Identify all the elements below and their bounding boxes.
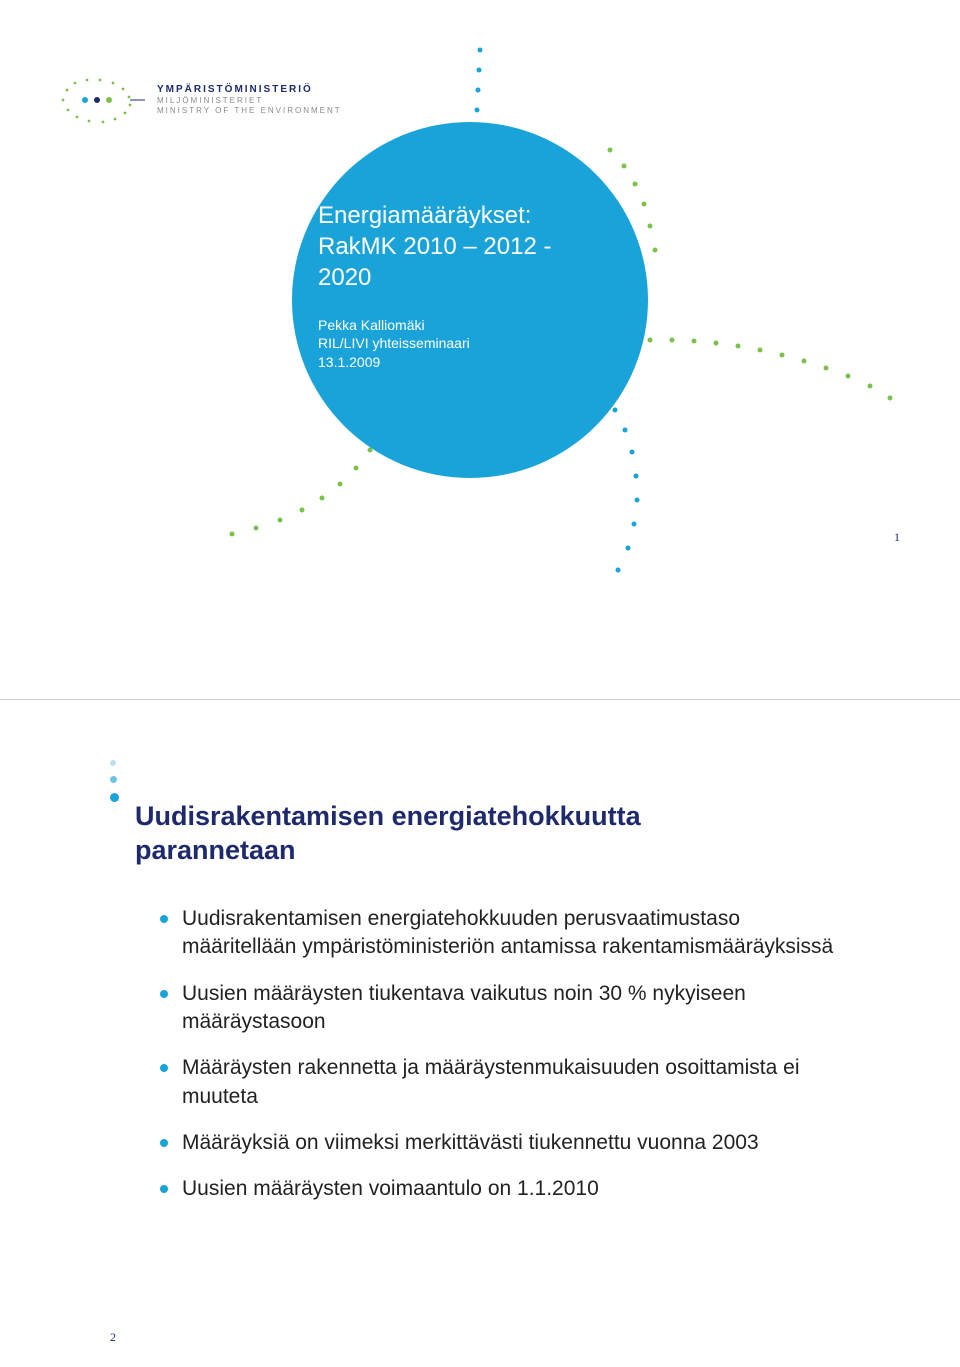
- list-item: Määräyksiä on viimeksi merkittävästi tiu…: [160, 1129, 860, 1157]
- sub-line-1: Pekka Kalliomäki: [318, 317, 425, 333]
- title-line-3: 2020: [318, 264, 371, 291]
- list-item: Uusien määräysten tiukentava vaikutus no…: [160, 980, 860, 1037]
- list-item-text: Määräysten rakennetta ja määräystenmukai…: [182, 1056, 800, 1107]
- list-item-text: Uudisrakentamisen energiatehokkuuden per…: [182, 907, 833, 958]
- slide2-title-line-1: Uudisrakentamisen energiatehokkuutta: [135, 801, 641, 831]
- slide1-title-block: Energiamääräykset: RakMK 2010 – 2012 - 2…: [318, 200, 551, 372]
- sub-line-2: RIL/LIVI yhteisseminaari: [318, 335, 470, 351]
- list-item-text: Uusien määräysten tiukentava vaikutus no…: [182, 982, 746, 1033]
- slide1-subtitle: Pekka Kalliomäki RIL/LIVI yhteisseminaar…: [318, 316, 551, 373]
- title-line-2: RakMK 2010 – 2012 -: [318, 233, 551, 260]
- slide-1: YMPÄRISTÖMINISTERIÖ MILJÖMINISTERIET MIN…: [0, 0, 960, 700]
- sub-line-3: 13.1.2009: [318, 354, 380, 370]
- page-number: 2: [110, 1330, 116, 1345]
- slide2-title: Uudisrakentamisen energiatehokkuutta par…: [135, 800, 641, 868]
- list-item: Uusien määräysten voimaantulo on 1.1.201…: [160, 1175, 860, 1203]
- list-item-text: Määräyksiä on viimeksi merkittävästi tiu…: [182, 1131, 759, 1154]
- list-item: Uudisrakentamisen energiatehokkuuden per…: [160, 905, 860, 962]
- title-lead-bullets-icon: [110, 760, 119, 812]
- list-item-text: Uusien määräysten voimaantulo on 1.1.201…: [182, 1177, 599, 1200]
- list-item: Määräysten rakennetta ja määräystenmukai…: [160, 1054, 860, 1111]
- slide2-title-line-2: parannetaan: [135, 835, 296, 865]
- slide-2: Uudisrakentamisen energiatehokkuutta par…: [0, 700, 960, 1367]
- page-number: 1: [894, 530, 900, 545]
- slide1-title: Energiamääräykset: RakMK 2010 – 2012 - 2…: [318, 200, 551, 294]
- title-line-1: Energiamääräykset:: [318, 202, 531, 229]
- bullet-list: Uudisrakentamisen energiatehokkuuden per…: [160, 905, 860, 1222]
